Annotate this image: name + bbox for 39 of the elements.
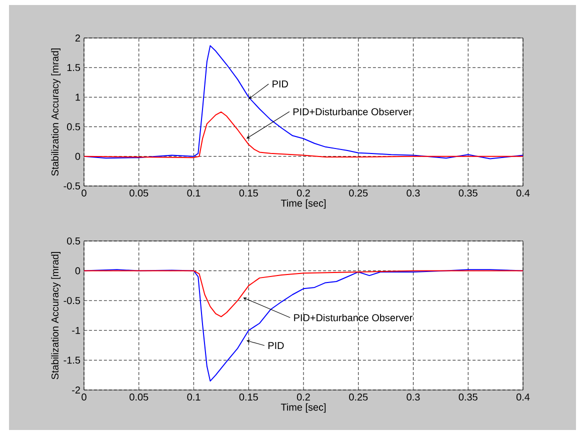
x-tick-label: 0.35 — [458, 394, 478, 401]
x-tick-label: 0.4 — [516, 394, 530, 401]
y-tick-label: 0.5 — [67, 237, 80, 245]
x-tick-label: 0.2 — [296, 190, 310, 197]
y-tick-label: 1 — [76, 94, 80, 101]
x-tick-label: 0.25 — [349, 394, 368, 401]
x-tick-label: 0.1 — [187, 394, 200, 401]
annotation: PID+Disturbance Observer — [294, 314, 412, 322]
annotation: PID+Disturbance Observer — [293, 108, 412, 116]
x-axis-title: Time [sec] — [280, 403, 326, 413]
y-tick-label: 0 — [75, 152, 80, 160]
x-tick-label: 0.4 — [516, 190, 530, 197]
x-tick-label: 0 — [82, 190, 86, 197]
y-tick-label: 2 — [75, 34, 80, 42]
x-tick-label: 0.3 — [406, 190, 420, 197]
x-tick-label: 0.2 — [296, 394, 310, 401]
y-axis-title: Stabilization Accuracy [mrad] — [51, 252, 60, 380]
x-axis-title: Time [sec] — [280, 199, 326, 209]
x-tick-label: 0 — [82, 394, 86, 401]
x-tick-label: 0.35 — [458, 190, 478, 197]
y-tick-label: -0.5 — [64, 297, 80, 304]
x-tick-label: 0.05 — [130, 190, 148, 197]
y-tick-label: -1.5 — [64, 356, 80, 364]
y-tick-label: 1.5 — [67, 64, 80, 72]
y-tick-label: -0.5 — [64, 182, 80, 190]
y-tick-label: -2 — [72, 386, 80, 394]
y-tick-label: 0 — [75, 267, 80, 274]
y-axis-title: Stabilization Accuracy [mrad] — [51, 48, 60, 176]
annotation: PID — [272, 80, 288, 88]
x-tick-label: 0.3 — [406, 394, 420, 401]
x-tick-label: 0.25 — [349, 190, 368, 197]
x-tick-label: 0.15 — [239, 394, 258, 401]
line-series — [84, 269, 524, 382]
x-tick-label: 0.1 — [187, 190, 200, 197]
y-tick-label: -1 — [72, 326, 80, 334]
x-tick-label: 0.15 — [239, 190, 258, 197]
annotation: PID — [268, 342, 284, 349]
y-tick-label: 0.5 — [67, 123, 80, 130]
x-tick-label: 0.05 — [130, 394, 148, 401]
